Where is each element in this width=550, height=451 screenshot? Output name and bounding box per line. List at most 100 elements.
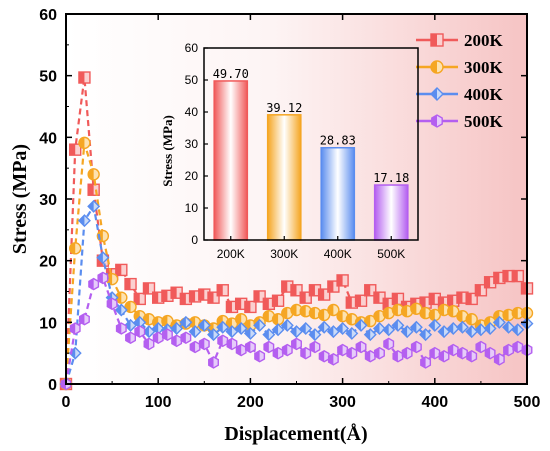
data-point-400K-38-half: [410, 321, 417, 333]
data-point-400K-2-half: [78, 215, 85, 227]
data-point-200K-41-half: [438, 297, 445, 309]
data-point-400K-19-half: [235, 323, 242, 334]
legend-marker-200K-half: [431, 34, 437, 46]
bar-200K: [213, 80, 249, 241]
data-point-500K-39-half: [420, 356, 426, 368]
data-point-400K-50-half: [521, 318, 527, 330]
data-point-500K-18-half: [227, 338, 232, 350]
bar-value-label-200K: 49.70: [213, 67, 249, 81]
inset-y-tick-label-30: 30: [185, 137, 199, 151]
data-point-300K-27-half: [309, 307, 315, 319]
data-point-200K-43-half: [456, 292, 463, 304]
legend-marker-400K-half: [431, 88, 437, 100]
data-point-300K-40-half: [429, 309, 435, 321]
data-point-300K-19-half: [235, 313, 242, 325]
data-point-500K-5-half: [107, 298, 113, 310]
y-tick-label-0: 0: [48, 377, 57, 394]
data-point-400K-29-half: [327, 326, 334, 338]
data-point-400K-43-half: [456, 321, 463, 333]
data-point-400K-44-half: [466, 326, 472, 338]
legend-label-400K: 400K: [464, 85, 504, 104]
data-point-500K-50-half: [522, 344, 527, 356]
data-point-200K-32-half: [355, 295, 362, 307]
data-point-400K-35-half: [383, 324, 389, 336]
data-point-500K-10-half: [153, 332, 159, 344]
data-point-200K-25-half: [291, 284, 297, 296]
data-point-500K-45-half: [476, 341, 481, 353]
data-point-200K-45-half: [475, 284, 481, 296]
legend: 200K 300K 400K 500K: [416, 31, 504, 131]
data-point-500K-49-half: [513, 341, 518, 353]
data-point-300K-25-half: [291, 304, 297, 316]
data-point-500K-42-half: [448, 344, 454, 356]
bar-500K: [373, 184, 409, 241]
data-point-400K-28-half: [318, 321, 325, 333]
data-point-500K-35-half: [383, 338, 389, 350]
legend-marker-300K-half: [431, 61, 437, 73]
data-point-500K-20-half: [245, 341, 251, 353]
data-point-400K-18-half: [226, 326, 232, 338]
data-point-200K-7-half: [125, 278, 131, 290]
data-point-200K-16-half: [208, 292, 214, 304]
data-point-500K-23-half: [273, 347, 279, 359]
data-point-300K-29-half: [327, 304, 334, 316]
data-point-400K-7-half: [125, 319, 131, 331]
data-point-500K-47-half: [494, 353, 500, 365]
data-point-200K-36-half: [392, 293, 398, 305]
data-point-500K-43-half: [457, 347, 463, 359]
data-point-200K-49-half: [512, 270, 518, 282]
data-point-400K-45-half: [475, 324, 481, 336]
data-point-500K-8-half: [134, 326, 140, 338]
legend-item-500K: 500K: [416, 112, 504, 131]
x-tick-label-0: 0: [62, 394, 71, 411]
y-tick-label-60: 60: [39, 7, 57, 24]
data-point-300K-41-half: [438, 304, 445, 316]
data-point-400K-34-half: [373, 323, 380, 334]
legend-item-300K: 300K: [416, 58, 504, 77]
x-tick-label-300: 300: [329, 394, 356, 411]
bar-300K: [266, 114, 302, 241]
data-point-500K-48-half: [503, 344, 509, 356]
data-point-300K-31-half: [346, 313, 352, 325]
data-point-500K-2-half: [79, 313, 85, 325]
data-point-500K-9-half: [144, 338, 149, 350]
x-tick-label-400: 400: [421, 394, 448, 411]
data-point-500K-40-half: [430, 347, 435, 359]
data-point-200K-42-half: [447, 295, 454, 307]
data-point-500K-16-half: [208, 356, 214, 368]
data-point-400K-8-half: [134, 316, 140, 328]
series-400K: [59, 199, 534, 391]
data-point-300K-43-half: [456, 310, 463, 322]
data-point-200K-46-half: [484, 276, 491, 288]
data-point-300K-34-half: [373, 310, 380, 322]
data-point-400K-32-half: [355, 319, 362, 331]
data-point-400K-15-half: [198, 319, 205, 331]
data-point-500K-28-half: [319, 350, 325, 362]
data-point-400K-20-half: [244, 327, 251, 339]
data-point-200K-10-half: [152, 292, 159, 304]
data-point-400K-25-half: [291, 326, 297, 338]
data-point-200K-8-half: [134, 293, 140, 305]
data-point-200K-18-half: [226, 301, 232, 313]
data-point-500K-22-half: [264, 341, 269, 353]
legend-label-500K: 500K: [464, 112, 504, 131]
data-point-400K-31-half: [346, 327, 352, 339]
data-point-300K-26-half: [300, 305, 306, 317]
data-point-400K-23-half: [272, 324, 279, 336]
data-point-500K-34-half: [374, 347, 380, 359]
data-point-400K-1-half: [69, 347, 76, 359]
data-point-200K-39-half: [420, 297, 426, 309]
data-point-200K-21-half: [254, 290, 260, 302]
data-point-400K-17-half: [217, 321, 223, 333]
y-tick-label-10: 10: [39, 315, 57, 332]
data-point-500K-14-half: [190, 341, 196, 353]
data-point-200K-1-half: [69, 144, 76, 156]
data-point-500K-36-half: [393, 350, 398, 362]
main-series-layer: [59, 71, 534, 391]
data-point-500K-6-half: [116, 323, 122, 334]
data-point-300K-22-half: [263, 310, 269, 322]
x-axis-title: Displacement(Å): [224, 422, 367, 445]
legend-item-200K: 200K: [416, 31, 504, 50]
data-point-200K-29-half: [327, 281, 334, 293]
data-point-200K-26-half: [300, 292, 306, 304]
